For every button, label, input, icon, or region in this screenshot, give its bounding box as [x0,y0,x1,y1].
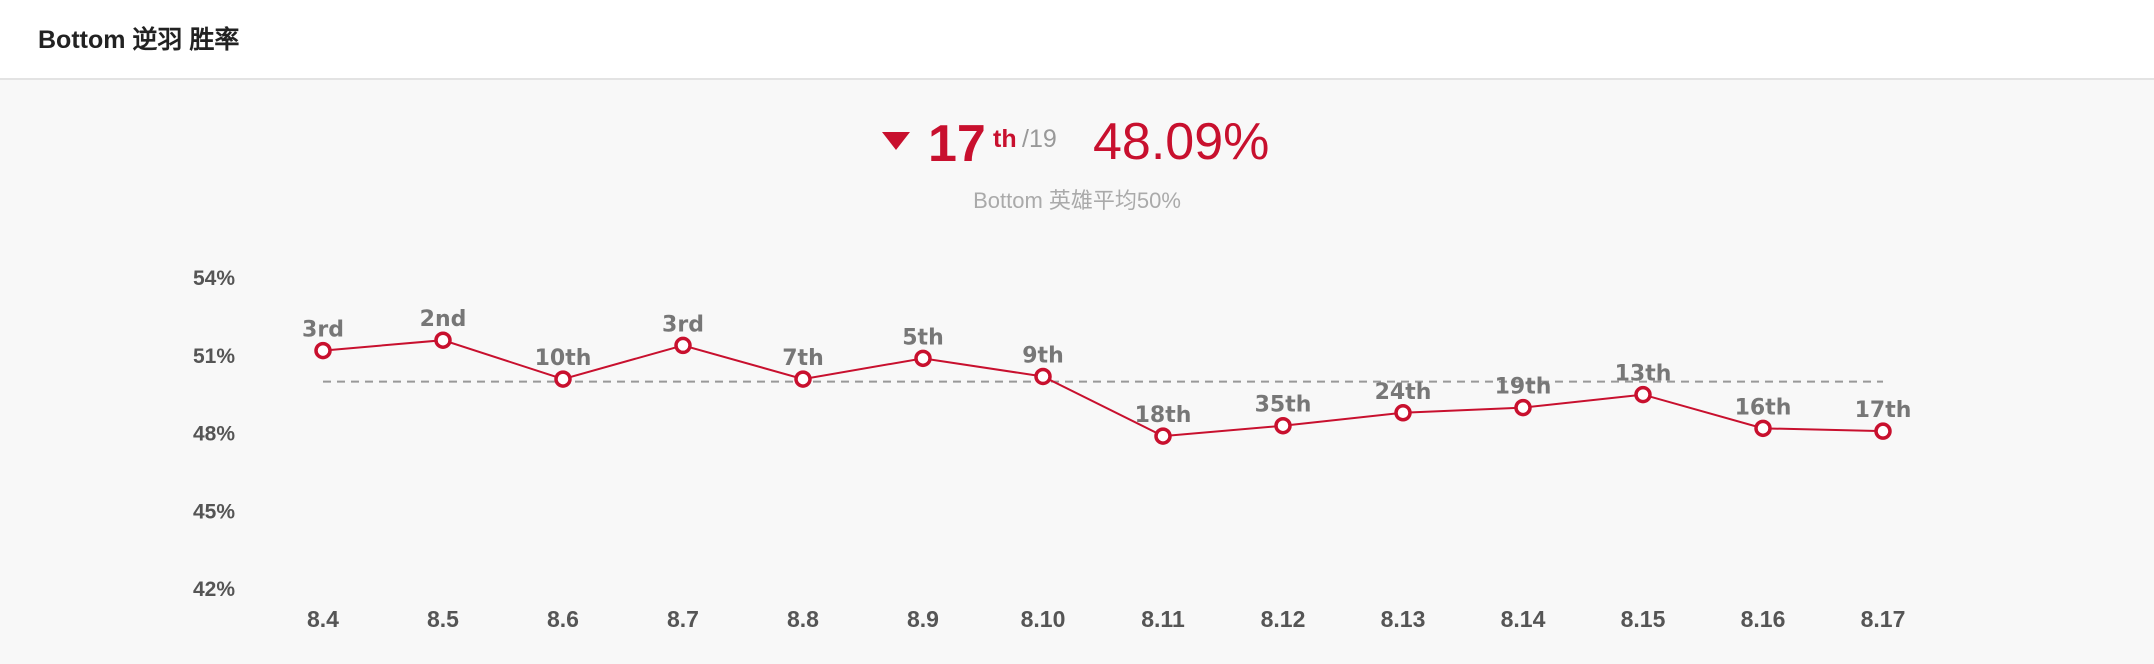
panel-title: Bottom 逆羽 胜率 [38,26,240,54]
rank-label: 19th [1495,375,1552,400]
rank-label: 35th [1255,393,1312,418]
x-tick-label: 8.16 [1741,606,1786,632]
x-tick-label: 8.9 [907,606,939,632]
data-point [1034,367,1052,386]
data-point [1394,404,1412,422]
data-point [1634,385,1652,404]
triangle-down-icon [882,132,910,150]
data-point [1514,398,1532,417]
rank-label: 16th [1735,395,1792,420]
x-tick-label: 8.11 [1141,606,1185,632]
data-point [674,336,692,355]
y-tick-label: 48% [193,423,235,446]
data-point [314,341,332,360]
rank-number: 17 [928,115,986,173]
data-point [914,349,932,368]
data-point [434,331,452,349]
x-tick-label: 8.13 [1381,606,1426,632]
x-tick-label: 8.4 [307,606,339,632]
rank-label: 2nd [420,307,467,332]
data-point [1874,422,1892,440]
rank-label: 9th [1022,343,1064,368]
data-point [1754,419,1772,438]
average-note: Bottom 英雄平均50% [973,188,1181,213]
rank-label: 10th [535,346,592,371]
data-point [794,370,812,388]
rank-label: 24th [1375,380,1432,405]
rank-total: /19 [1022,125,1057,153]
y-tick-label: 54% [193,267,235,290]
panel-header: Bottom 逆羽 胜率 [0,0,2154,80]
y-tick-label: 45% [193,500,235,523]
x-tick-label: 8.15 [1621,606,1666,632]
rank-label: 13th [1615,362,1672,387]
y-tick-label: 42% [193,578,235,601]
data-point [1154,427,1172,445]
x-tick-label: 8.8 [787,606,819,632]
current-winrate: 48.09% [1093,113,1270,171]
rank-suffix: th [993,125,1017,153]
x-tick-label: 8.14 [1501,606,1546,632]
rank-label: 5th [902,325,944,350]
x-tick-label: 8.6 [547,606,579,632]
x-tick-label: 8.7 [667,606,699,632]
rank-label: 3rd [662,312,704,337]
x-tick-label: 8.10 [1021,606,1066,632]
rank-summary: 17 th /19 48.09% [0,108,2154,178]
data-point [554,370,572,388]
rank-label: 3rd [302,318,344,343]
rank-label: 17th [1855,398,1912,423]
rank-label: 7th [782,346,824,371]
x-tick-label: 8.5 [427,606,459,632]
winrate-panel [0,80,2154,664]
data-point [1274,416,1292,435]
x-tick-label: 8.12 [1261,606,1306,632]
x-tick-label: 8.17 [1861,606,1906,632]
y-tick-label: 51% [193,345,235,368]
series-line [322,339,1884,438]
rank-label: 18th [1135,403,1192,428]
